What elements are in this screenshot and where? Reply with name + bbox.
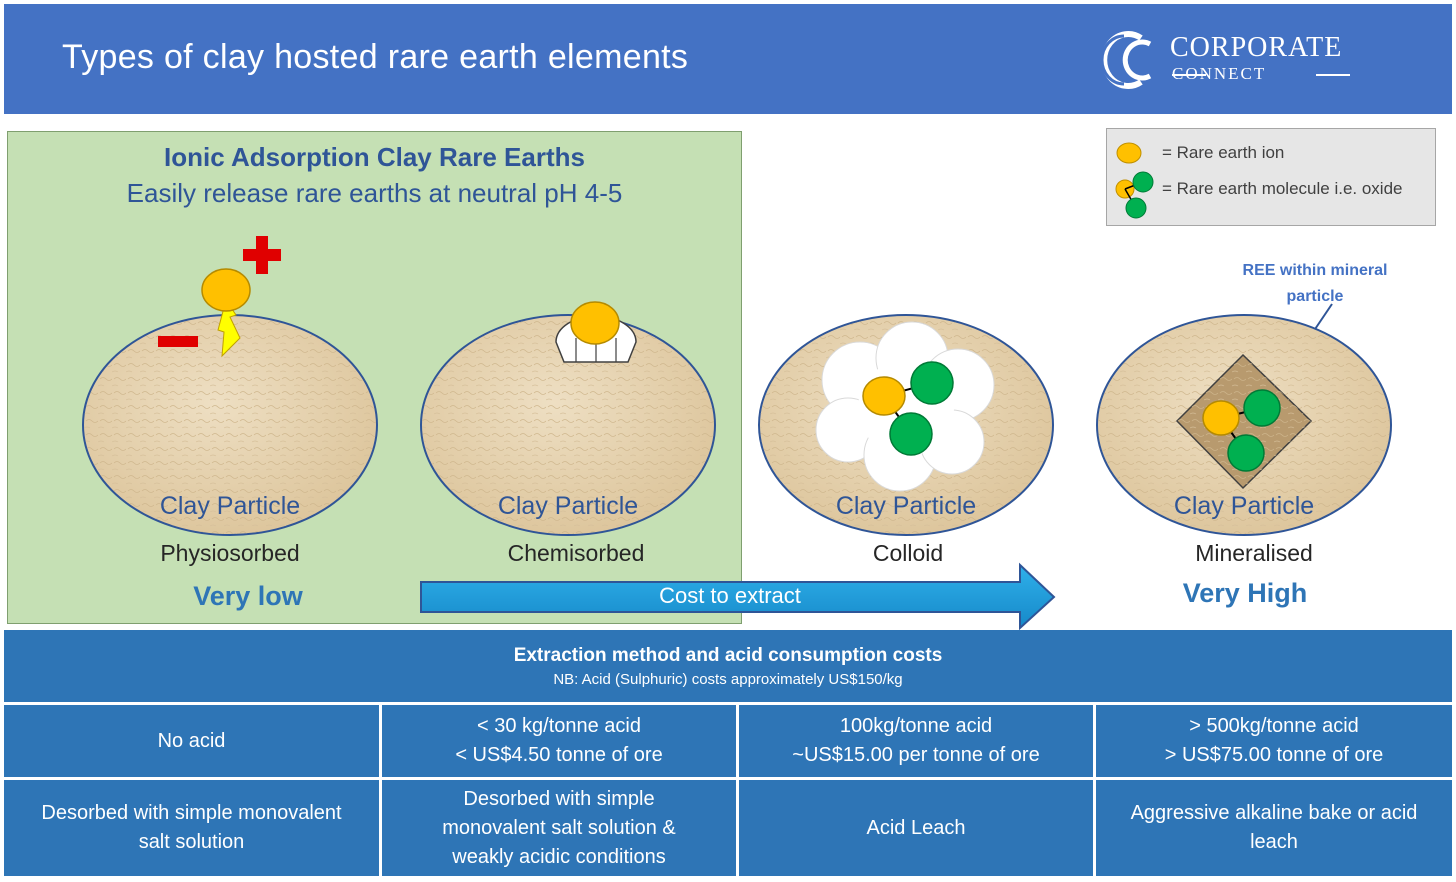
rare-earth-ion-icon <box>570 301 620 345</box>
logo-rule-right <box>1316 74 1350 76</box>
legend-ion-icon <box>1116 142 1142 164</box>
cell-line: weakly acidic conditions <box>452 845 666 868</box>
cost-high-label: Very High <box>1182 578 1308 608</box>
logo-rule-left <box>1172 74 1206 76</box>
cell-line: > 500kg/tonne acid <box>1189 715 1359 737</box>
rare-earth-molecule-icon <box>1202 389 1281 472</box>
ree-annotation-label: REE within mineral particle <box>1242 262 1388 305</box>
table-cell-method: Acid Leach <box>739 780 1093 876</box>
panel-subtitle: Easily release rare earths at neutral pH… <box>126 178 623 208</box>
cell-line: > US$75.00 tonne of ore <box>1164 744 1384 766</box>
rare-earth-molecule-icon <box>862 361 954 456</box>
positive-charge-icon <box>243 236 281 274</box>
cell-line: Aggressive alkaline bake or acid <box>1130 802 1418 824</box>
table-title: Extraction method and acid consumption c… <box>513 644 943 666</box>
clay-particle-label: Clay Particle <box>835 492 977 520</box>
cell-line: 100kg/tonne acid <box>839 715 993 737</box>
cell-line: ~US$15.00 per tonne of ore <box>792 744 1040 766</box>
table-cell-acid: < 30 kg/tonne acid < US$4.50 tonne of or… <box>382 705 736 777</box>
corporate-connect-logo <box>1100 31 1152 89</box>
cell-line: monovalent salt solution & <box>442 816 676 839</box>
cell-line: Desorbed with simple monovalent <box>41 802 342 824</box>
legend-ion-label: = Rare earth ion <box>1162 143 1285 162</box>
clay-particles-diagram <box>82 236 1392 536</box>
legend-symbols <box>1115 142 1154 219</box>
clay-particle-label: Clay Particle <box>497 492 639 520</box>
table-cell-method: Desorbed with simple monovalent salt sol… <box>4 780 379 876</box>
table-cell-acid: 100kg/tonne acid ~US$15.00 per tonne of … <box>739 705 1093 777</box>
table-cell-acid: > 500kg/tonne acid > US$75.00 tonne of o… <box>1096 705 1452 777</box>
page-title: Types of clay hosted rare earth elements <box>62 38 689 76</box>
cell-line: No acid <box>157 729 226 752</box>
clay-particle-label: Clay Particle <box>159 492 301 520</box>
cost-arrow-label: Cost to extract <box>659 583 801 608</box>
cell-line: salt solution <box>138 831 245 853</box>
clay-particle-physiosorbed <box>82 314 378 536</box>
rare-earth-ion-icon <box>201 268 251 312</box>
bond-lightning-icon <box>217 298 241 358</box>
table-cell-method: Desorbed with simple monovalent salt sol… <box>382 780 736 876</box>
logo-wordmark: CORPORATE <box>1170 32 1343 63</box>
cell-line: Desorbed with simple <box>463 787 655 810</box>
clay-particle-chemisorbed <box>420 314 716 536</box>
table-note: NB: Acid (Sulphuric) costs approximately… <box>553 670 903 688</box>
type-label-mineralised: Mineralised <box>1195 540 1313 566</box>
type-label-colloid: Colloid <box>872 540 944 566</box>
cell-line: < 30 kg/tonne acid <box>476 715 641 737</box>
mineral-particle <box>1175 353 1313 490</box>
type-label-chemisorbed: Chemisorbed <box>507 540 645 566</box>
cost-arrow <box>420 562 1056 631</box>
table-cell-method: Aggressive alkaline bake or acid leach <box>1096 780 1452 876</box>
table-cell-acid: No acid <box>4 705 379 777</box>
extraction-cost-table: Extraction method and acid consumption c… <box>4 630 1452 878</box>
cell-line: < US$4.50 tonne of ore <box>455 744 663 766</box>
cell-line: leach <box>1250 831 1298 853</box>
cell-line: Acid Leach <box>866 816 966 839</box>
logo-subwordmark: CONNECT <box>1172 64 1267 83</box>
legend-molecule-label: = Rare earth molecule i.e. oxide <box>1162 179 1403 198</box>
table-header: Extraction method and acid consumption c… <box>4 630 1452 702</box>
type-label-physiosorbed: Physiosorbed <box>160 540 300 566</box>
negative-charge-icon <box>158 336 198 347</box>
cost-low-label: Very low <box>193 581 303 611</box>
header-bar <box>4 4 1452 114</box>
clay-particle-label: Clay Particle <box>1173 492 1315 520</box>
panel-title: Ionic Adsorption Clay Rare Earths <box>164 142 585 172</box>
legend-box <box>1106 128 1436 226</box>
